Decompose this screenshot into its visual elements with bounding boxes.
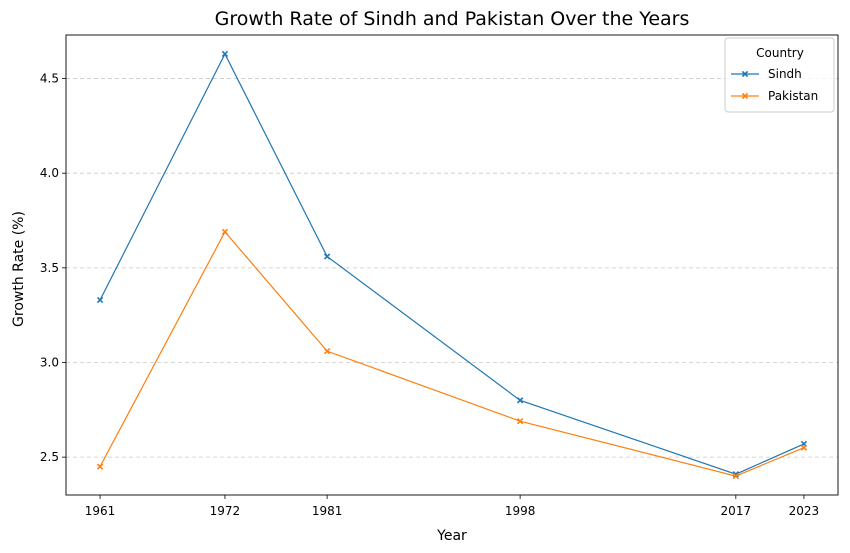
y-tick-label: 4.0 (40, 166, 59, 180)
legend-title: Country (756, 46, 804, 60)
x-tick-label: 1981 (312, 504, 343, 518)
y-tick-label: 3.5 (40, 261, 59, 275)
tick-labels: 2.5 3.0 3.5 4.0 4.5 1961 1972 1981 1998 2017 2023 (40, 72, 819, 518)
y-axis-title: Growth Rate (%) (11, 211, 27, 327)
data-point-sindh (96, 296, 104, 304)
legend-items: Sindh Pakistan (731, 67, 818, 103)
data-point-pakistan (221, 228, 229, 236)
chart-title: Growth Rate of Sindh and Pakistan Over t… (215, 8, 690, 30)
x-tick-label: 1972 (210, 504, 241, 518)
x-tick-label: 1998 (505, 504, 536, 518)
x-axis-title: Year (436, 528, 467, 544)
legend-marker (741, 70, 749, 78)
x-tick-label: 1961 (85, 504, 116, 518)
legend-frame (724, 37, 835, 113)
data-point-pakistan (516, 418, 524, 425)
series-pakistan (96, 228, 808, 480)
legend-label: Sindh (768, 67, 802, 81)
data-point-sindh (323, 253, 331, 260)
data-point-pakistan (732, 472, 739, 480)
data-point-pakistan (323, 347, 331, 355)
data-point-pakistan (96, 463, 104, 470)
x-tick-label: 2023 (789, 504, 820, 518)
grid-lines (66, 78, 838, 458)
x-tick-label: 2017 (721, 504, 752, 518)
series-sindh (96, 50, 808, 478)
series-line-sindh (99, 52, 805, 475)
legend-item-sindh: Sindh (731, 67, 802, 81)
data-point-sindh (516, 397, 524, 404)
legend: Country Sindh Pakistan (724, 37, 835, 113)
series-line-pakistan (99, 230, 805, 477)
data-point-sindh (221, 50, 229, 58)
y-tick-label: 4.5 (40, 72, 59, 86)
plot-frame (65, 34, 839, 496)
y-tick-label: 2.5 (40, 450, 59, 464)
data-point-pakistan (800, 444, 808, 451)
series-layer (96, 50, 808, 480)
legend-label: Pakistan (768, 89, 818, 103)
legend-marker (741, 92, 749, 100)
legend-item-pakistan: Pakistan (731, 89, 818, 103)
y-tick-label: 3.0 (40, 355, 59, 369)
axes (62, 34, 839, 499)
